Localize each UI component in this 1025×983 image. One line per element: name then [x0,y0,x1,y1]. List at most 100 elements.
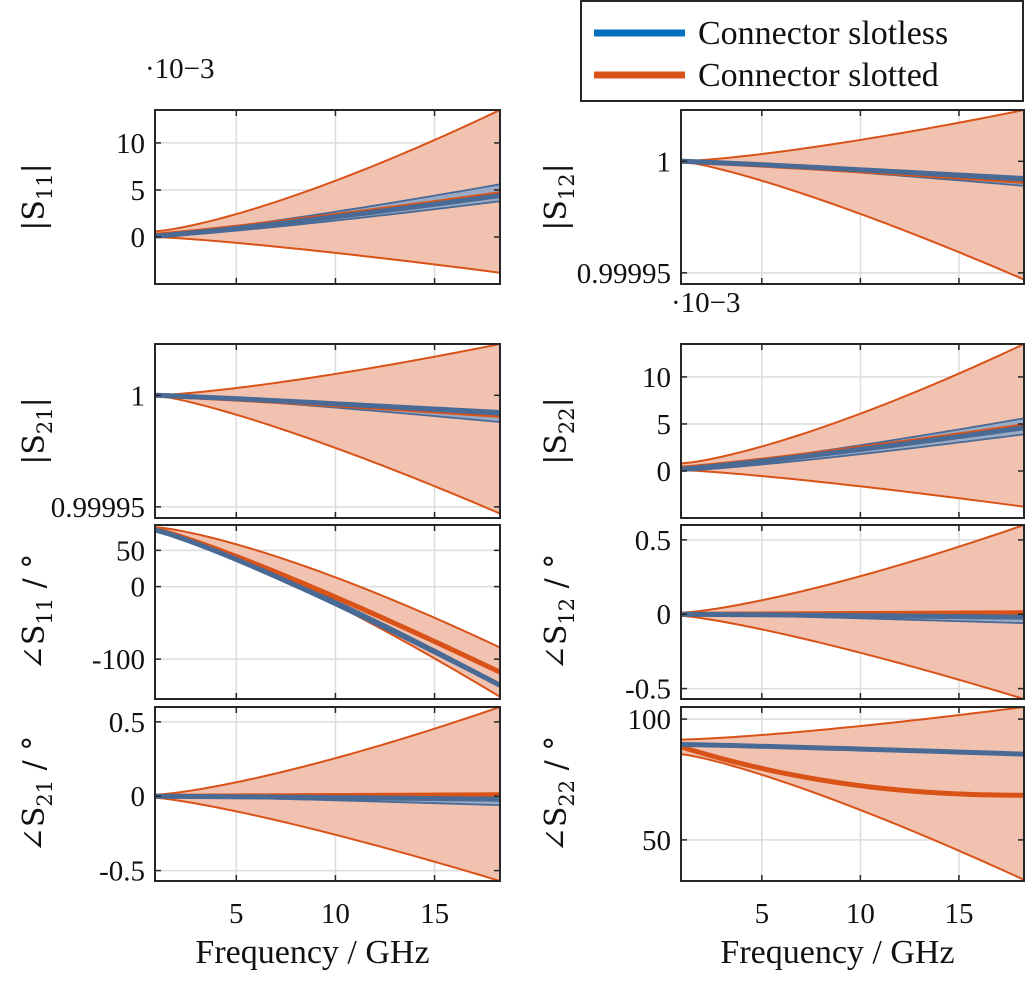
y-axis-label-main: ∠S [539,625,574,671]
y-axis-label-tail: / ° [539,554,574,598]
y-tick-label: 1 [131,380,146,412]
chart-s12mag: 0.99995 1 |S12| [539,109,1025,290]
x-axis-label: Frequency / GHz [720,934,954,971]
y-axis-label-sub: 12 [555,598,579,625]
y-axis-label-sub: 12 [555,173,579,200]
axes-frame [680,343,1025,519]
y-tick-label: 10 [116,128,145,160]
slotted-uncertainty-band [155,344,500,514]
y-axis-label: |S21| [17,397,57,465]
legend: Connector slotless Connector slotted [580,0,1024,102]
slotless-mean-line [155,793,500,802]
x-tick-label: 15 [420,898,449,930]
plot-area [681,707,1024,881]
chart-s11mag: 0 5 10 ·10−3 |S11| [17,53,501,285]
x-axis-label: Frequency / GHz [195,934,429,971]
y-axis-label-tail: / ° [539,736,574,780]
y-axis-label-tail: | [539,163,574,173]
x-tick-label: 10 [321,898,350,930]
exponent-label: ·10−3 [145,53,215,85]
slotted-upper-bound [155,110,500,233]
y-axis-label-sub: 22 [555,407,579,434]
chart-s12ph: -0.5 0 0.5 ∠S12 / ° [539,524,1025,706]
y-axis-label: |S12| [539,163,579,231]
slotted-upper-bound [681,344,1024,465]
slotted-lower-bound [155,235,500,274]
x-tick-label: 10 [846,898,875,930]
y-axis-label-main: ∠S [17,625,52,671]
slotted-lower-bound [155,796,500,881]
y-tick-label: 0 [131,781,146,813]
slotless-mean-line [155,392,500,416]
y-tick-label: 0.5 [635,525,671,557]
y-axis-label-tail: | [17,163,52,173]
slotted-uncertainty-band [155,527,500,697]
chart-s11ph: -100 0 50 ∠S11 / ° [17,524,501,700]
y-axis-label-tail: | [539,397,574,407]
axes-frame [680,524,1025,700]
axes-frame [154,343,501,519]
slotless-mean-line [155,527,500,688]
y-axis-label: ∠S21 / ° [17,736,57,853]
y-axis-label-sub: 22 [555,780,579,807]
chart-s21mag: 0.99995 1 |S21| [17,343,501,524]
slotted-lower-bound [681,614,1024,699]
chart-s21ph: -0.5 0 0.5 5 10 15 Frequency / GHz ∠S21 / ° [17,706,501,971]
y-axis-label: ∠S12 / ° [539,554,579,671]
y-axis-label: |S11| [17,163,57,231]
slotless-lower-bound [681,433,1024,472]
slotted-lower-bound [681,469,1024,508]
x-tick-label: 5 [229,898,244,930]
y-axis-label-main: |S [539,200,574,231]
axes-frame [154,706,501,882]
slotless-mean-line [681,158,1024,182]
y-tick-label: 0 [657,456,672,488]
y-tick-label: -100 [92,644,145,676]
y-tick-label: 0.99995 [577,258,671,290]
y-tick-label: 100 [628,704,672,736]
y-tick-label: 10 [642,362,671,394]
slotted-lower-bound [681,753,1024,881]
slotted-lower-bound [155,529,500,698]
y-tick-label: 5 [131,175,146,207]
y-axis-label: ∠S22 / ° [539,736,579,853]
axes-frame [154,524,501,700]
slotless-mean-line [681,741,1024,757]
y-tick-label: 50 [116,535,145,567]
slotted-upper-bound [155,526,500,649]
slotted-upper-bound [681,110,1024,163]
plot-area [155,707,500,881]
axes-frame [680,706,1025,882]
y-tick-label: 5 [657,409,672,441]
plot-area [155,526,500,698]
y-axis-label-sub: 21 [33,407,57,434]
y-tick-label: 0 [131,222,146,254]
y-axis-label-sub: 21 [33,780,57,807]
y-tick-label: 50 [642,825,671,857]
y-axis-label-sub: 11 [33,598,57,625]
plot-area [681,110,1024,281]
legend-label: Connector slotted [698,57,939,94]
slotted-mean-line [681,744,1024,798]
plot-area [155,344,500,515]
y-tick-label: -0.5 [99,856,145,888]
legend-box [580,0,1024,102]
slotted-lower-bound [155,394,500,515]
y-axis-label-main: ∠S [17,807,52,853]
y-tick-label: 1 [657,146,672,178]
slotted-uncertainty-band [681,110,1024,280]
slotted-upper-bound [681,707,1024,741]
slotted-uncertainty-band [681,344,1024,507]
y-tick-label: 0.5 [109,707,145,739]
plot-area [681,525,1024,699]
chart-s22mag: 0 5 10 ·10−3 |S22| [539,287,1025,519]
legend-label: Connector slotless [698,15,948,52]
y-axis-label-main: |S [17,434,52,465]
y-tick-label: 0 [131,572,146,604]
axes-frame [680,109,1025,285]
y-tick-label: 0 [657,599,672,631]
plot-area [681,344,1024,508]
y-axis-label: |S22| [539,397,579,465]
axes-frame [154,109,501,285]
